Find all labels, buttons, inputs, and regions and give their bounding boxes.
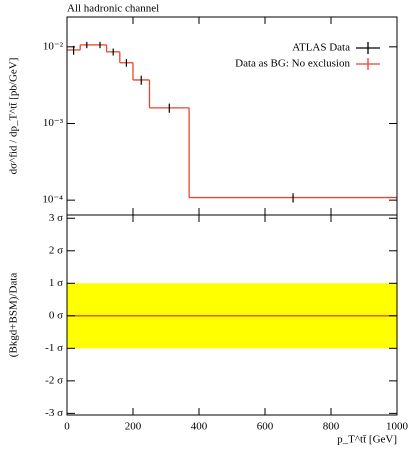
y-tick-label: 2 σ	[49, 244, 63, 256]
y-axis-label: dσ^fid / dp_T^tt̄ [pb/GeV]	[8, 58, 20, 175]
y-tick-label: 10⁻²	[43, 40, 64, 52]
plot-frame	[66, 214, 398, 416]
y-tick-label: 10⁻⁴	[42, 194, 63, 206]
x-tick-label: 400	[191, 421, 208, 433]
legend-label: ATLAS Data	[292, 42, 350, 54]
x-axis-label: p_T^tt̄ [GeV]	[337, 434, 397, 446]
y-axis-label: (Bkgd+BSM)/Data	[8, 273, 20, 358]
y-tick-label: -3 σ	[45, 407, 63, 419]
y-tick-label: 10⁻³	[43, 117, 64, 129]
legend-label: Data as BG: No exclusion	[235, 58, 350, 70]
x-tick-label: 800	[323, 421, 340, 433]
y-tick-label: -1 σ	[45, 342, 63, 354]
y-tick-label: -2 σ	[45, 374, 63, 386]
x-tick-label: 200	[125, 421, 142, 433]
y-tick-label: 0 σ	[49, 309, 63, 321]
y-tick-label: 1 σ	[49, 277, 63, 289]
chart-title: All hadronic channel	[67, 3, 159, 15]
x-tick-label: 600	[257, 421, 274, 433]
y-tick-label: 3 σ	[49, 212, 63, 224]
x-tick-label: 1000	[386, 421, 409, 433]
x-tick-label: 0	[64, 421, 70, 433]
